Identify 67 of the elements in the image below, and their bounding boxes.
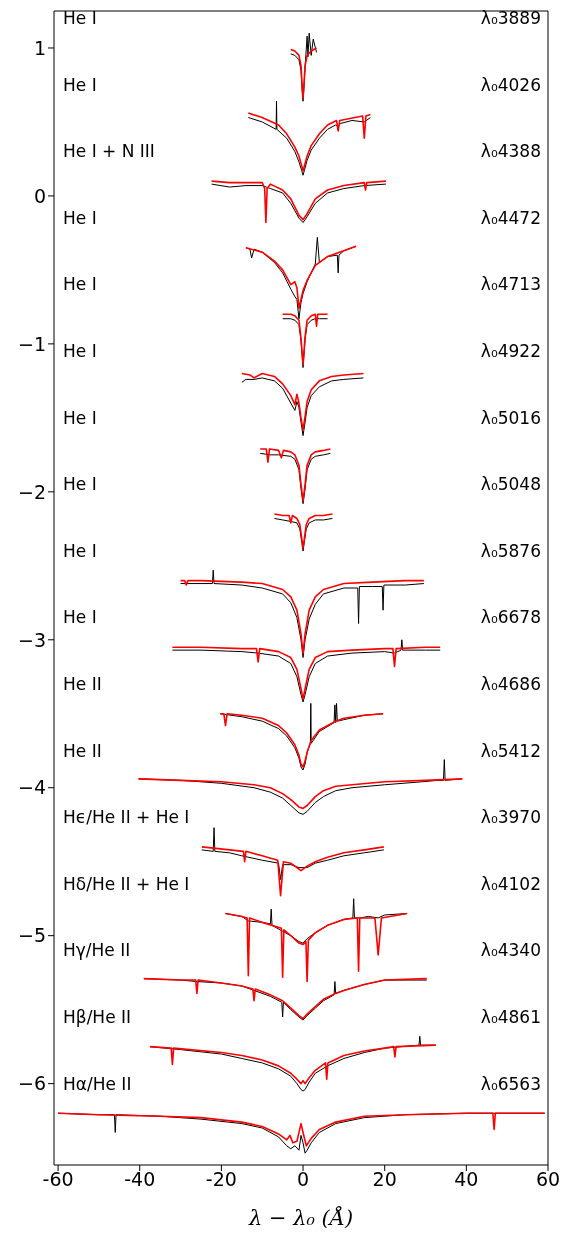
line-series [289, 47, 318, 100]
annotation: λ₀4686 [480, 674, 541, 694]
line-series [180, 569, 425, 659]
x-axis-title: λ − λ₀ (Å) [247, 1205, 354, 1230]
y-tick-label: 0 [33, 184, 46, 207]
line-series [137, 778, 464, 810]
line-series [201, 827, 385, 880]
annotation: He I [63, 274, 97, 295]
annotation: λ₀4388 [480, 141, 541, 162]
annotation: λ₀5876 [480, 540, 541, 561]
line-series [241, 377, 364, 437]
annotation: He I [63, 8, 97, 28]
line-series [247, 112, 372, 172]
annotation: λ₀3970 [480, 807, 541, 828]
annotation: Hα/He II [63, 1073, 132, 1094]
annotation: Hβ/He II [63, 1007, 132, 1027]
x-tick-label: 20 [372, 1168, 397, 1191]
annotation: λ₀4026 [480, 74, 541, 95]
annotation: Hϵ/He II + He I [63, 807, 190, 828]
line-series [179, 579, 425, 654]
annotation: He I [63, 341, 97, 361]
annotation: Hδ/He II + He I [63, 873, 190, 894]
line-series [224, 912, 408, 983]
annotation: λ₀5412 [480, 740, 541, 761]
annotation: He I [63, 74, 97, 95]
line-series [219, 712, 384, 768]
x-tick-label: 60 [535, 1168, 561, 1191]
annotation: λ₀3889 [480, 8, 541, 28]
line-series [57, 1112, 546, 1147]
x-tick-label: 40 [454, 1168, 479, 1191]
annotation: λ₀4861 [480, 1007, 541, 1027]
line-series [171, 646, 442, 700]
annotation: He II [63, 674, 102, 694]
x-tick-label: -20 [205, 1168, 237, 1191]
y-tick-label: −1 [17, 332, 46, 355]
line-series [149, 1044, 437, 1085]
annotation: He I [63, 474, 97, 495]
annotation: λ₀4922 [480, 341, 541, 361]
y-tick-label: 1 [33, 36, 46, 59]
y-tick-label: −3 [17, 628, 46, 651]
annotation: Hγ/He II [63, 940, 131, 961]
annotation: λ₀6563 [480, 1073, 541, 1094]
annotation: λ₀4472 [480, 207, 541, 228]
x-tick-label: -60 [42, 1168, 74, 1191]
annotation: λ₀5016 [480, 407, 541, 428]
annotation: He II [63, 740, 102, 761]
annotation: He I + N III [63, 141, 155, 162]
y-tick-label: −4 [17, 776, 46, 799]
annotation: He I [63, 540, 97, 561]
x-tick-label: 0 [296, 1168, 310, 1191]
line-series [241, 372, 365, 431]
y-tick-label: −2 [17, 480, 46, 503]
annotation: λ₀4340 [480, 940, 541, 961]
line-series [245, 245, 357, 310]
annotation: λ₀4713 [480, 274, 541, 295]
annotation: λ₀6678 [480, 607, 541, 628]
annotation: He I [63, 407, 97, 428]
y-tick-label: −5 [17, 924, 46, 947]
x-tick-label: -40 [124, 1168, 156, 1191]
line-series [247, 100, 371, 176]
y-tick-label: −6 [17, 1072, 46, 1095]
annotation: He I [63, 607, 97, 628]
annotation: λ₀5048 [480, 474, 541, 495]
line-series [171, 639, 441, 703]
annotation: λ₀4102 [480, 873, 541, 894]
line-series [200, 846, 385, 897]
annotation: He I [63, 207, 97, 228]
